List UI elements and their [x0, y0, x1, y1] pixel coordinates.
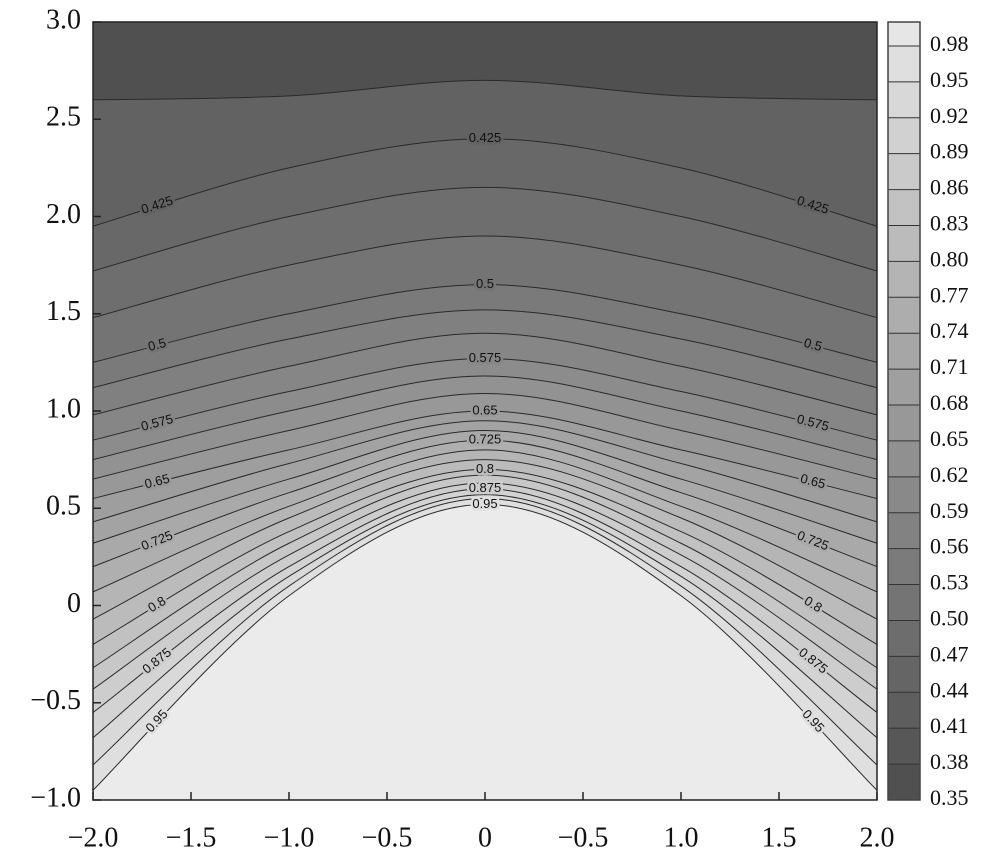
contour-label: 0.5: [476, 276, 494, 291]
contour-label: 0.8: [476, 461, 494, 476]
contour-line: [93, 474, 877, 669]
y-tick-label: 0.5: [46, 491, 81, 522]
contour-label: 0.575: [469, 350, 502, 365]
x-tick-label: 0: [478, 822, 492, 853]
colorbar-band: [888, 728, 920, 765]
colorbar-label: 0.59: [930, 498, 969, 523]
colorbar-band: [888, 261, 920, 298]
y-tick-label: 1.0: [46, 393, 81, 424]
colorbar-label: 0.83: [930, 211, 969, 236]
colorbar-band: [888, 117, 920, 154]
contour-line: [93, 309, 877, 389]
x-tick-label: 1.0: [664, 822, 699, 853]
colorbar-band: [888, 333, 920, 370]
contour-line: [93, 459, 877, 620]
colorbar-label: 0.38: [930, 749, 969, 774]
y-tick-label: 0: [67, 588, 81, 619]
contour-label: 0.95: [472, 496, 497, 511]
contour-line: [93, 392, 877, 480]
contour-label: 0.65: [472, 402, 497, 417]
contour-line: [93, 410, 877, 500]
contour-line: [93, 79, 877, 101]
colorbar-label: 0.98: [930, 31, 969, 56]
colorbar-label: 0.74: [930, 318, 969, 343]
colorbar-label: 0.35: [930, 785, 969, 810]
y-tick-label: 2.5: [46, 102, 81, 133]
colorbar-label: 0.47: [930, 641, 969, 666]
colorbar-band: [888, 476, 920, 513]
x-tick-label: 1.5: [762, 822, 797, 853]
y-tick-label: 1.5: [46, 296, 81, 327]
contour-label: 0.725: [469, 432, 502, 447]
colorbar-band: [888, 764, 920, 800]
colorbar-band: [888, 81, 920, 118]
contour-line: [93, 429, 877, 544]
contour-line: [93, 332, 877, 416]
colorbar-band: [888, 656, 920, 693]
contour-line: [93, 375, 877, 461]
y-tick-label: −1.0: [30, 782, 81, 813]
colorbar-label: 0.65: [930, 426, 969, 451]
contour-line: [93, 284, 877, 363]
colorbar-label: 0.89: [930, 139, 969, 164]
colorbar-label: 0.95: [930, 67, 969, 92]
colorbar-label: 0.62: [930, 462, 969, 487]
y-tick-label: 2.0: [46, 199, 81, 230]
contour-line: [93, 503, 877, 791]
x-tick-label: −1.5: [166, 822, 217, 853]
colorbar-band: [888, 153, 920, 190]
colorbar-label: 0.77: [930, 282, 969, 307]
contour-line: [93, 494, 877, 739]
x-tick-label: −0.5: [558, 822, 609, 853]
colorbar-band: [888, 297, 920, 334]
y-tick-label: 3.0: [46, 4, 81, 35]
colorbar-band: [888, 440, 920, 477]
plot-area: 0.4250.4250.4250.50.50.50.5750.5750.5750…: [93, 22, 877, 800]
x-tick-label: 2.0: [860, 822, 895, 853]
colorbar-band: [888, 405, 920, 441]
colorbar-label: 0.86: [930, 175, 969, 200]
contour-line: [93, 449, 877, 593]
x-tick-label: −2.0: [68, 822, 119, 853]
x-tick-label: −1.0: [264, 822, 315, 853]
colorbar-band: [888, 189, 920, 226]
colorbar-band: [888, 548, 920, 585]
colorbar-band: [888, 620, 920, 657]
colorbar-band: [888, 22, 920, 46]
colorbar-band: [888, 45, 920, 82]
colorbar-band: [888, 225, 920, 262]
colorbar-label: 0.41: [930, 713, 969, 738]
contour-band: [93, 504, 877, 800]
contour-line: [93, 468, 877, 645]
contour-line: [93, 186, 877, 272]
colorbar-label: 0.71: [930, 354, 969, 379]
contour-line: [93, 235, 877, 319]
colorbar-label: 0.56: [930, 534, 969, 559]
contour-line: [93, 138, 877, 227]
colorbar-band: [888, 692, 920, 729]
colorbar-label: 0.80: [930, 246, 969, 271]
colorbar-label: 0.68: [930, 390, 969, 415]
colorbar-band: [888, 584, 920, 621]
x-tick-label: −0.5: [362, 822, 413, 853]
colorbar-label: 0.50: [930, 606, 969, 631]
contour-line: [93, 488, 877, 713]
colorbar-label: 0.92: [930, 103, 969, 128]
colorbar-label: 0.44: [930, 677, 969, 702]
contour-label: 0.425: [469, 130, 502, 145]
contour-line: [93, 357, 877, 441]
colorbar-band: [888, 369, 920, 406]
contour-line: [93, 439, 877, 568]
contour-line: [93, 498, 877, 766]
colorbar-band: [888, 512, 920, 549]
colorbar-label: 0.53: [930, 570, 969, 595]
contour-line: [93, 482, 877, 690]
axes: −2.0 −1.5 −1.0 −0.5 0 −0.5 1.0 1.5 2.0 −1.0 −0.5 0 0…: [30, 4, 968, 853]
contour-label: 0.875: [469, 480, 502, 495]
contour-line: [93, 420, 877, 523]
y-tick-label: −0.5: [30, 685, 81, 716]
colorbar-frame: [887, 21, 921, 801]
